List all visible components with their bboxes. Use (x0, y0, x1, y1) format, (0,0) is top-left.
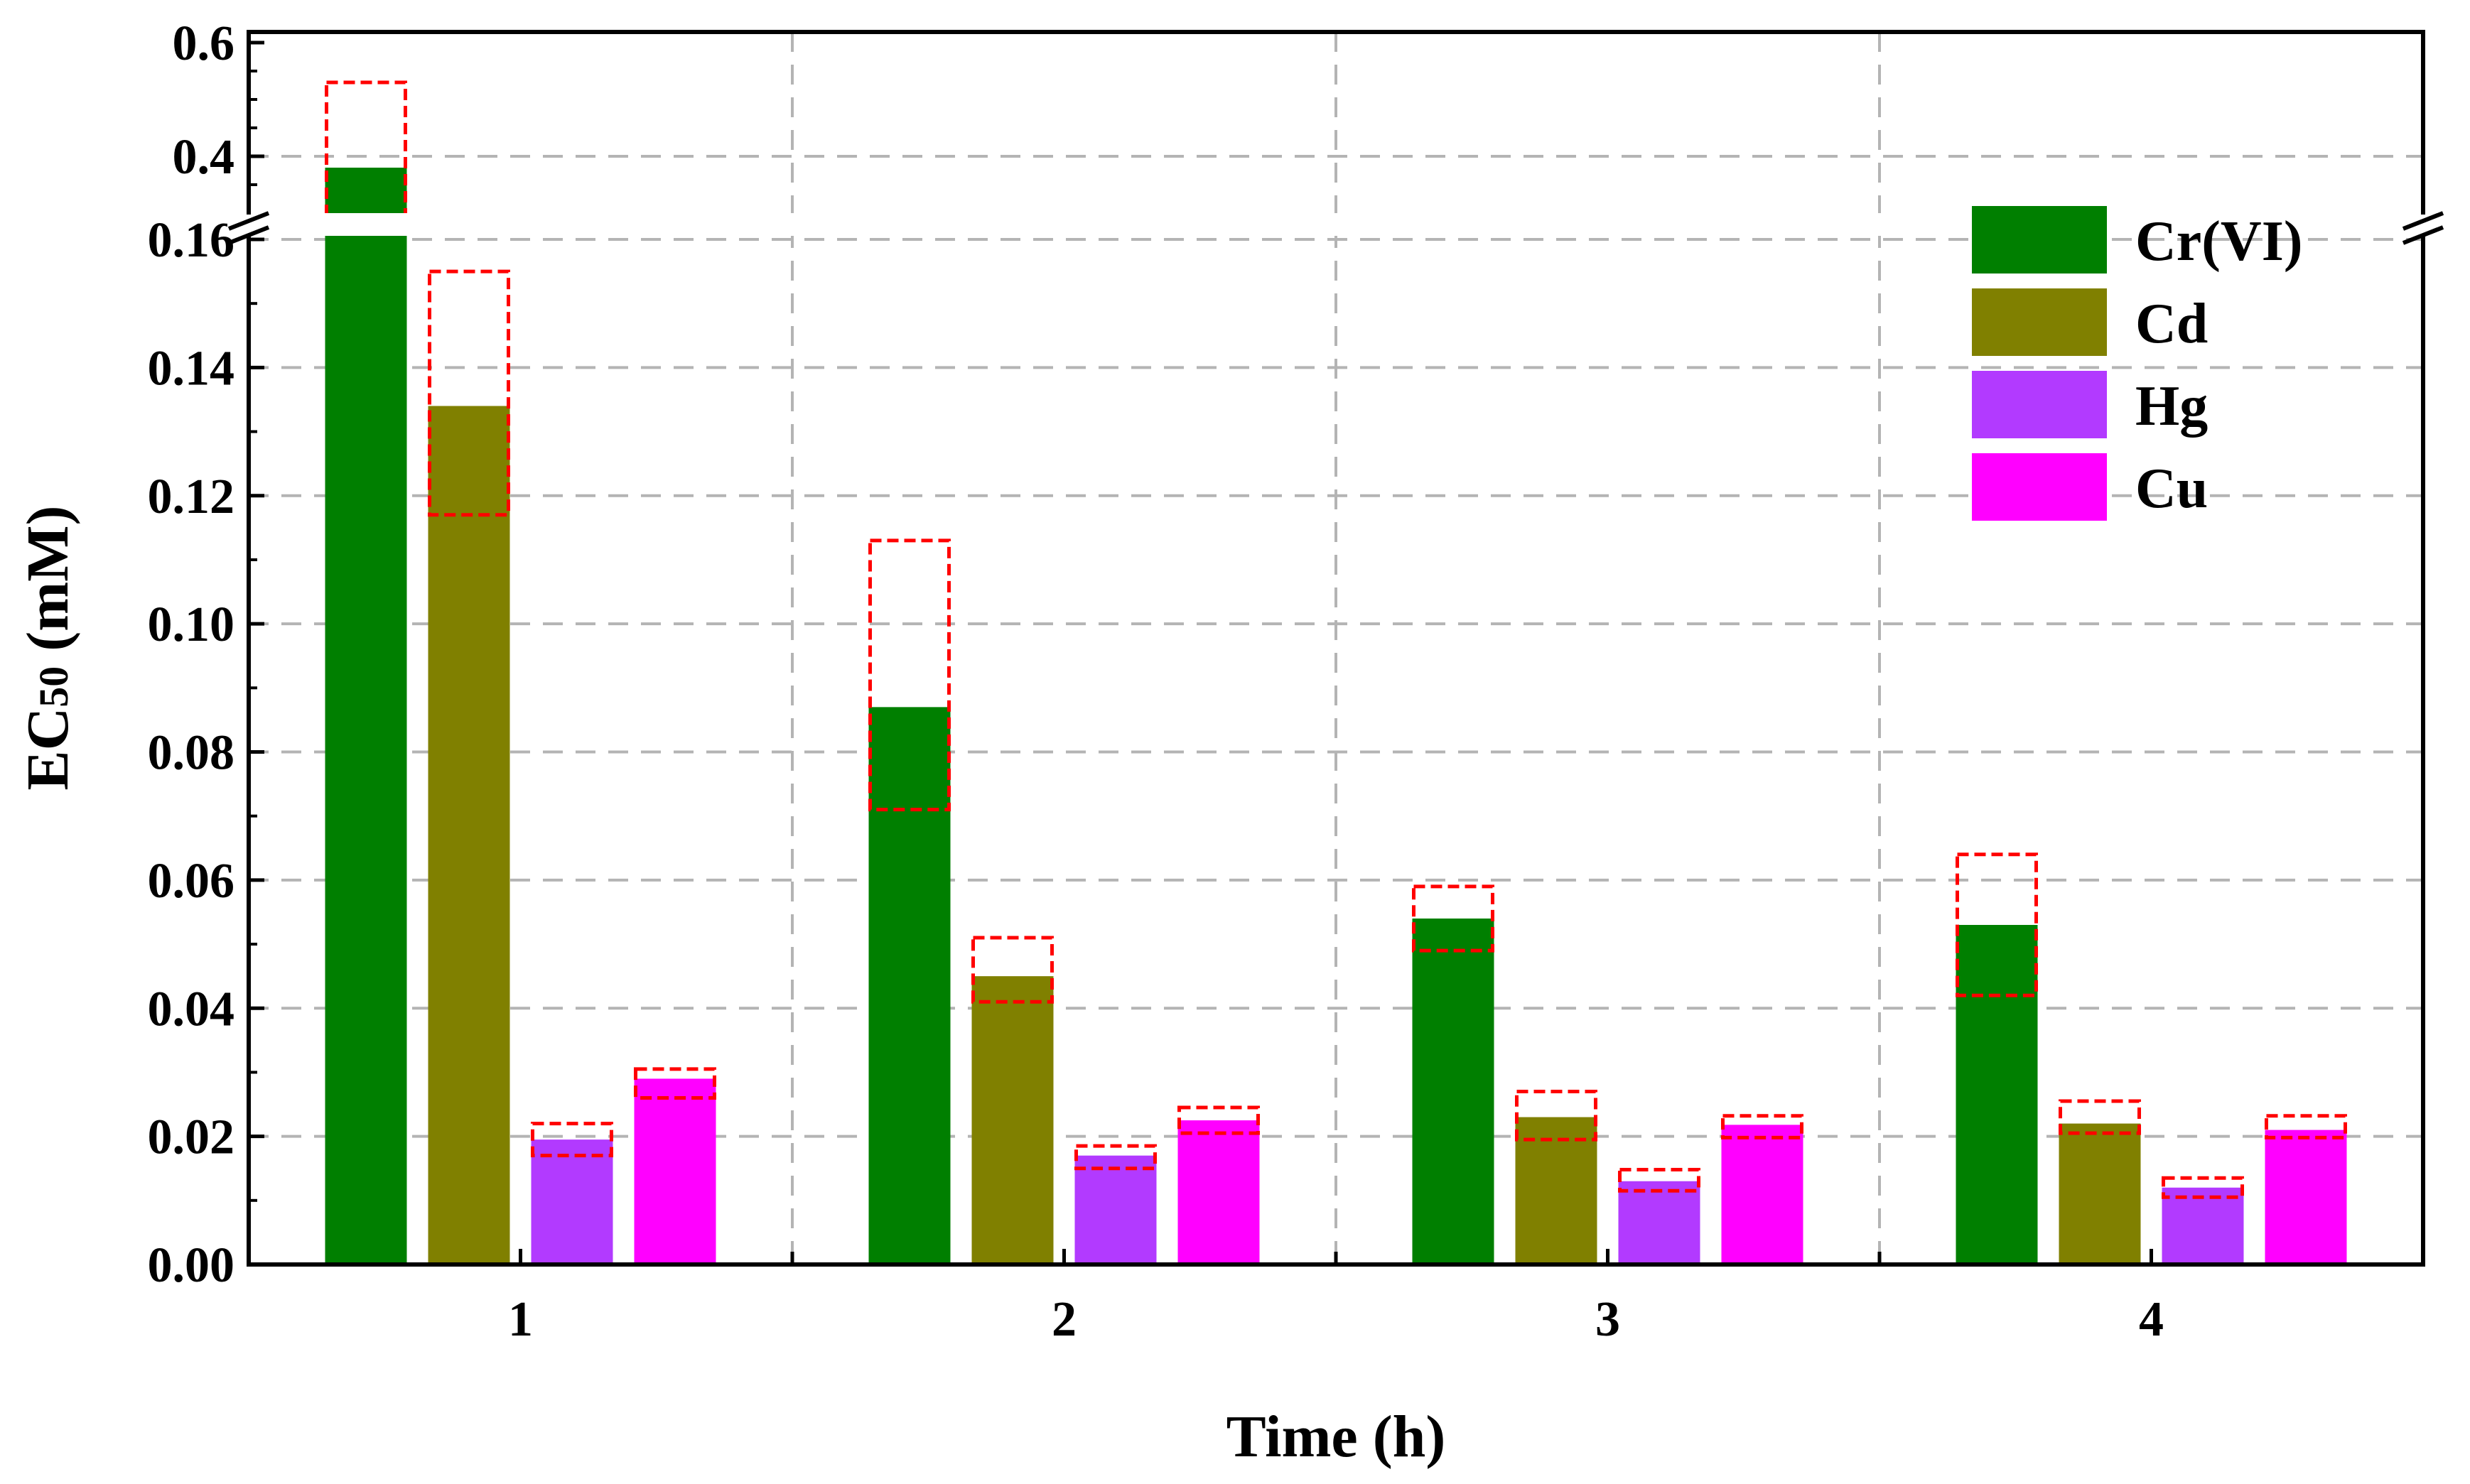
error-box (1956, 852, 2038, 997)
x-axis-title: Time (h) (1226, 1404, 1446, 1470)
bars (325, 168, 2347, 1264)
legend-swatch (1972, 206, 2107, 273)
y-tick-label: 0.14 (148, 341, 235, 396)
legend-label: Cu (2135, 457, 2208, 520)
y-tick-label: 0.00 (148, 1238, 235, 1293)
error-box (2162, 1176, 2244, 1199)
y-tick-label: 0.08 (148, 726, 235, 781)
bar-crvi-2 (868, 707, 951, 1264)
error-box (2265, 1114, 2347, 1139)
y-axis-title: EC50 (mM) (15, 506, 81, 791)
bar-crvi-3 (1412, 918, 1494, 1264)
legend-swatch (1972, 453, 2107, 521)
y-tick-label: 0.12 (148, 470, 235, 524)
y-tick-label: 0.04 (148, 982, 235, 1036)
legend-label: Cd (2135, 293, 2208, 355)
error-box (971, 936, 1054, 1004)
error-box (634, 1067, 716, 1100)
bar-crvi-1 (325, 168, 407, 1264)
x-tick-label: 4 (2139, 1292, 2164, 1347)
bar-cd-4 (2059, 1123, 2141, 1264)
axis-break-right-icon (2402, 211, 2444, 245)
y-tick-label: 0.02 (148, 1110, 235, 1165)
legend-swatch (1972, 371, 2107, 438)
x-tick-label: 3 (1595, 1292, 1620, 1347)
bar-hg-4 (2162, 1187, 2244, 1264)
error-box (1074, 1144, 1157, 1171)
error-box (1721, 1114, 1803, 1139)
x-tick-label: 2 (1052, 1292, 1077, 1347)
x-tick-label: 1 (508, 1292, 533, 1347)
y-axis-title-unit: (mM) (15, 506, 81, 666)
y-tick-label: 0.6 (173, 16, 235, 71)
bar-crvi-4 (1956, 925, 2038, 1264)
bar-cd-3 (1515, 1117, 1597, 1264)
bar-hg-2 (1074, 1155, 1157, 1264)
error-box (868, 538, 951, 812)
y-axis-title-main: EC (15, 708, 81, 791)
bar-hg-1 (531, 1139, 613, 1264)
error-box (1515, 1089, 1597, 1142)
error-box (2059, 1099, 2141, 1135)
bar-cu-3 (1721, 1125, 1803, 1264)
y-tick-label: 0.4 (173, 130, 235, 185)
legend-swatch (1972, 288, 2107, 356)
error-box (1177, 1105, 1260, 1135)
y-tick-label: 0.10 (148, 597, 235, 652)
error-box (325, 80, 407, 234)
y-axis-ticks: 0.00 0.02 0.04 0.06 0.08 0.10 0.12 0.14 0.16 0.4 0… (148, 16, 264, 1293)
y-tick-label: 0.06 (148, 854, 235, 909)
error-box (428, 269, 510, 517)
y-tick-label: 0.16 (148, 213, 235, 268)
bar-cd-2 (971, 976, 1054, 1264)
bar-cd-1 (428, 406, 510, 1264)
y-axis-title-subscript: 50 (31, 666, 77, 708)
x-axis-ticks: 1 2 3 4 (508, 1249, 2164, 1347)
bar-cu-4 (2265, 1130, 2347, 1264)
error-boxes (325, 80, 2347, 1199)
bar-hg-3 (1618, 1181, 1700, 1264)
legend-label: Cr(VI) (2135, 210, 2302, 273)
error-box (1618, 1168, 1700, 1193)
error-box (531, 1122, 613, 1158)
bar-cu-2 (1177, 1120, 1260, 1264)
legend: Cr(VI) Cd Hg Cu (1972, 206, 2302, 521)
legend-label: Hg (2135, 375, 2208, 438)
error-box (1412, 884, 1494, 953)
axis-break-left-icon (227, 211, 270, 245)
bar-cu-1 (634, 1078, 716, 1264)
